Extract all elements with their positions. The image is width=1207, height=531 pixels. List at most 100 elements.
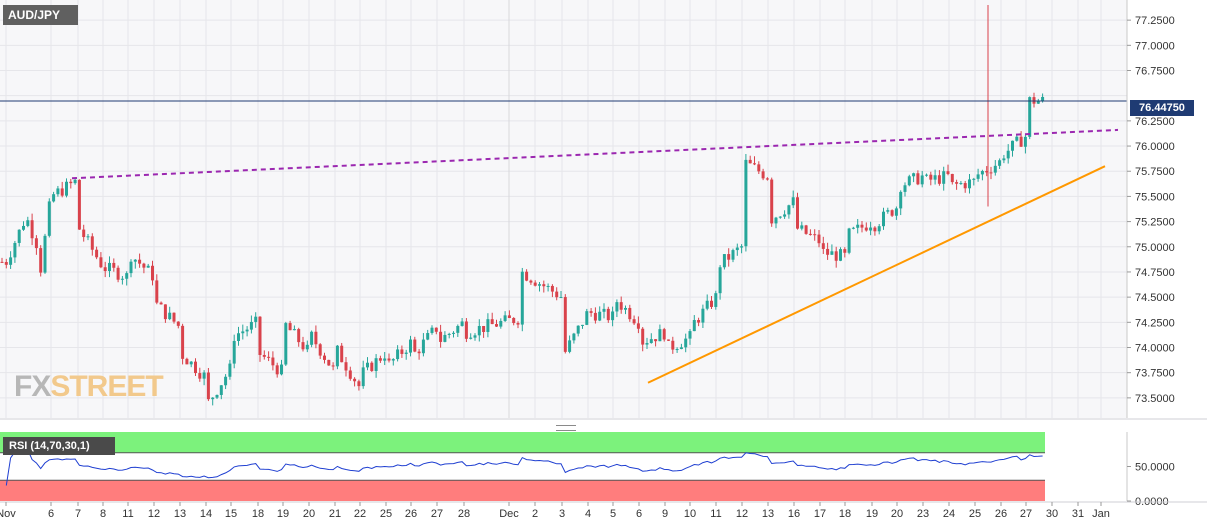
candle-up [391, 359, 395, 361]
candle-up [249, 321, 253, 330]
candle-up [310, 331, 314, 345]
candle-down [654, 339, 658, 342]
candle-down [555, 291, 559, 298]
rsi-badge: RSI (14,70,30,1) [3, 437, 115, 455]
time-axis-label: 6 [48, 508, 54, 520]
support-trendline [647, 165, 1106, 384]
candle-up [581, 324, 584, 326]
candle-up [912, 173, 916, 177]
candle-down [60, 188, 64, 196]
candle-down [821, 243, 825, 249]
candle-down [636, 323, 640, 329]
candle-down [606, 308, 610, 321]
candle-up [645, 343, 649, 345]
candle-up [1028, 97, 1032, 137]
candle-down [103, 267, 107, 272]
candle-down [262, 354, 266, 357]
time-axis-label: 18 [252, 508, 264, 520]
candle-up [202, 372, 206, 379]
candle-up [254, 316, 258, 322]
candle-up [499, 320, 503, 327]
candle-down [138, 259, 142, 264]
candle-down [155, 280, 159, 303]
time-axis-label: 5 [610, 508, 616, 520]
candle-up [219, 385, 223, 395]
candle-up [718, 267, 722, 294]
candle-down [761, 171, 765, 179]
candle-up [538, 284, 541, 286]
candle-down [1032, 97, 1036, 104]
candle-down [331, 365, 335, 367]
candle-down [495, 324, 498, 327]
price-axis-label: 76.7500 [1135, 66, 1175, 78]
candle-down [929, 174, 933, 180]
candle-down [542, 284, 546, 287]
candle-down [198, 373, 202, 379]
candle-up [43, 235, 47, 273]
price-axis-label: 74.0000 [1135, 342, 1175, 354]
candle-down [667, 339, 670, 341]
candle-up [735, 247, 739, 251]
rsi-overbought-band [0, 432, 1045, 453]
candle-down [873, 227, 877, 232]
candle-up [1011, 140, 1014, 151]
candle-up [133, 259, 137, 262]
fxstreet-watermark: FXSTREET [14, 372, 164, 402]
candle-up [228, 363, 232, 377]
candle-up [477, 325, 481, 336]
candle-up [1002, 158, 1006, 161]
candle-down [77, 179, 81, 230]
time-axis-label: 27 [431, 508, 443, 520]
candle-down [753, 163, 756, 165]
candle-up [869, 227, 873, 231]
candle-up [224, 376, 228, 386]
candle-up [383, 358, 387, 361]
time-axis-label: 22 [354, 508, 366, 520]
candle-up [744, 159, 748, 247]
time-axis-label: 27 [1020, 508, 1032, 520]
candle-up [374, 358, 378, 372]
candle-down [314, 331, 318, 345]
candle-down [864, 227, 868, 231]
time-axis-label: 25 [969, 508, 981, 520]
candle-up [456, 325, 460, 333]
candle-up [120, 278, 124, 280]
candle-down [151, 265, 154, 281]
time-axis-label: Nov [0, 508, 16, 520]
candle-down [916, 173, 920, 185]
pane-resize-handle[interactable] [556, 425, 576, 431]
candle-up [572, 333, 576, 341]
current-price-tag: 76.44750 [1130, 100, 1194, 116]
candle-down [69, 181, 73, 184]
candle-down [318, 344, 322, 356]
candle-up [280, 364, 283, 375]
candle-down [288, 323, 292, 331]
candle-up [215, 394, 219, 398]
time-axis-label: 24 [943, 508, 955, 520]
candle-up [800, 225, 804, 229]
candle-up [1015, 136, 1019, 141]
price-axis-label: 73.7500 [1135, 368, 1175, 380]
time-axis-label: 8 [100, 508, 106, 520]
price-axis-label: 73.5000 [1135, 393, 1175, 405]
candle-up [920, 175, 924, 185]
candle-up [679, 347, 683, 350]
candle-down [533, 282, 537, 286]
candle-down [348, 370, 352, 379]
candle-up [237, 333, 240, 341]
candle-down [344, 362, 348, 371]
price-axis-label: 74.7500 [1135, 267, 1175, 279]
candle-down [434, 327, 438, 332]
candle-up [615, 302, 619, 312]
candle-down [765, 178, 769, 180]
candle-up [559, 297, 563, 299]
resistance-trendline [71, 128, 1119, 180]
candle-down [662, 329, 666, 340]
candle-down [619, 302, 623, 310]
candle-down [490, 319, 494, 325]
time-axis-label: 3 [559, 508, 565, 520]
time-axis-label: 26 [405, 508, 417, 520]
price-axis-label: 75.5000 [1135, 191, 1175, 203]
candle-up [52, 194, 56, 202]
